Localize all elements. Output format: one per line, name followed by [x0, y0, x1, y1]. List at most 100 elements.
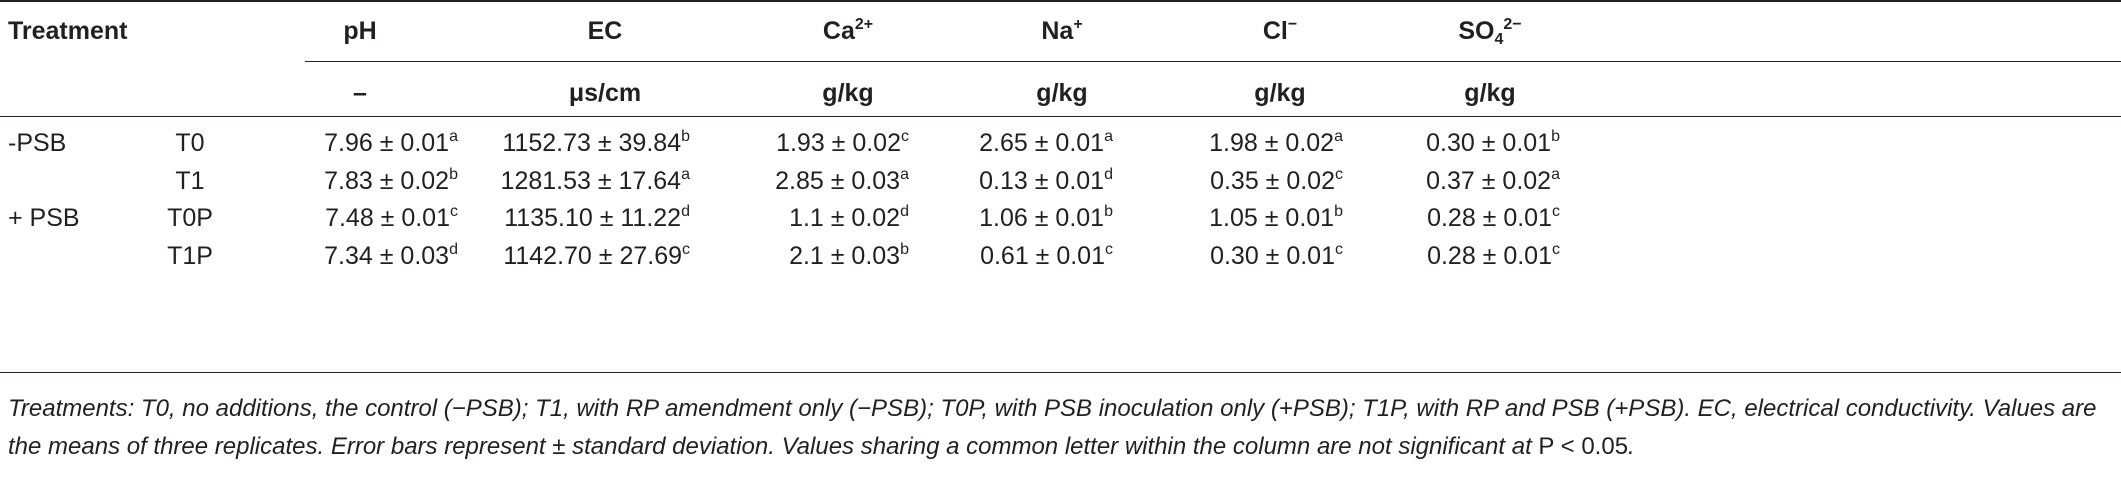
cell-significance-letter: c — [901, 128, 909, 145]
unit-ec: μs/cm — [568, 79, 642, 107]
table-cell: 1.06 ± 0.01b — [979, 203, 1113, 233]
header-na: Na+ — [1041, 16, 1083, 46]
cell-value: 0.30 ± 0.01 — [1426, 129, 1552, 157]
cell-significance-letter: a — [1551, 166, 1560, 183]
cell-value: 1.05 ± 0.01 — [1209, 204, 1335, 232]
row-group-label: -PSB — [8, 129, 67, 157]
cell-value: 0.28 ± 0.01 — [1427, 204, 1552, 232]
cell-significance-letter: a — [1104, 128, 1113, 145]
table-cell: 2.65 ± 0.01a — [979, 128, 1113, 158]
cell-significance-letter: c — [682, 241, 690, 258]
footnote-text: Treatments: T0, no additions, the contro… — [8, 395, 2097, 460]
table-cell: 0.13 ± 0.01d — [979, 166, 1113, 196]
cell-value: 1.93 ± 0.02 — [776, 129, 901, 157]
cell-value: 0.13 ± 0.01 — [979, 167, 1105, 195]
cell-value: 0.30 ± 0.01 — [1210, 242, 1335, 270]
cell-value: 1281.53 ± 17.64 — [500, 167, 682, 195]
unit-ph: – — [353, 79, 367, 107]
row-group-label: + PSB — [8, 204, 80, 232]
table-cell: 2.1 ± 0.03b — [789, 241, 909, 271]
unit-cl: g/kg — [1254, 79, 1306, 107]
table-cell: 2.85 ± 0.03a — [775, 166, 909, 196]
header-ca: Ca2+ — [822, 16, 874, 46]
table-cell: 1135.10 ± 11.22d — [504, 203, 690, 233]
table-cell: 0.30 ± 0.01b — [1426, 128, 1560, 158]
table-cell: 1.98 ± 0.02a — [1209, 128, 1343, 158]
header-subrule — [305, 61, 2121, 62]
table-cell: 7.48 ± 0.01c — [325, 203, 458, 233]
cell-value: 1.98 ± 0.02 — [1209, 129, 1335, 157]
cell-value: 1135.10 ± 11.22 — [504, 204, 682, 232]
header-ec: EC — [587, 17, 623, 45]
cell-value: 1.1 ± 0.02 — [789, 204, 901, 232]
cell-significance-letter: b — [1551, 128, 1560, 145]
table-cell: 0.28 ± 0.01c — [1427, 241, 1560, 271]
table-cell: 0.61 ± 0.01c — [980, 241, 1113, 271]
cell-value: 0.35 ± 0.02 — [1210, 167, 1335, 195]
cell-value: 2.1 ± 0.03 — [789, 242, 901, 270]
header-bottom-rule — [0, 116, 2121, 117]
cell-significance-letter: a — [1334, 128, 1343, 145]
cell-significance-letter: c — [1335, 166, 1343, 183]
row-treatment: T0 — [175, 129, 205, 157]
cell-significance-letter: b — [1334, 203, 1343, 220]
cell-value: 0.37 ± 0.02 — [1426, 167, 1552, 195]
cell-significance-letter: b — [900, 241, 909, 258]
cell-value: 7.83 ± 0.02 — [324, 167, 450, 195]
table-cell: 0.37 ± 0.02a — [1426, 166, 1560, 196]
cell-significance-letter: c — [1105, 241, 1113, 258]
cell-value: 7.48 ± 0.01 — [325, 204, 450, 232]
cell-value: 1152.73 ± 39.84 — [502, 129, 682, 157]
cell-significance-letter: b — [1104, 203, 1113, 220]
cell-significance-letter: c — [1552, 203, 1560, 220]
header-ph: pH — [343, 17, 377, 45]
row-treatment: T1P — [167, 242, 213, 270]
cell-value: 1142.70 ± 27.69 — [503, 242, 682, 270]
cell-significance-letter: c — [1552, 241, 1560, 258]
table-cell: 1142.70 ± 27.69c — [503, 241, 690, 271]
table-cell: 0.35 ± 0.02c — [1210, 166, 1343, 196]
cell-value: 0.61 ± 0.01 — [980, 242, 1105, 270]
cell-value: 7.34 ± 0.03 — [324, 242, 450, 270]
footnote-end: . — [1628, 433, 1635, 460]
unit-so4: g/kg — [1464, 79, 1516, 107]
unit-ca: g/kg — [822, 79, 874, 107]
cell-significance-letter: d — [1104, 166, 1113, 183]
cell-significance-letter: d — [900, 203, 909, 220]
table-cell: 1.05 ± 0.01b — [1209, 203, 1343, 233]
footnote-p-value: P < 0.05 — [1538, 433, 1629, 460]
cell-value: 2.65 ± 0.01 — [979, 129, 1105, 157]
table-cell: 1.1 ± 0.02d — [789, 203, 909, 233]
cell-value: 7.96 ± 0.01 — [324, 129, 450, 157]
table-footnote: Treatments: T0, no additions, the contro… — [8, 390, 2108, 466]
table-cell: 1.93 ± 0.02c — [776, 128, 909, 158]
cell-significance-letter: c — [450, 203, 458, 220]
table-cell: 7.83 ± 0.02b — [324, 166, 458, 196]
table-cell: 1152.73 ± 39.84b — [502, 128, 690, 158]
cell-value: 1.06 ± 0.01 — [979, 204, 1105, 232]
table-cell: 7.96 ± 0.01a — [324, 128, 458, 158]
cell-significance-letter: c — [1335, 241, 1343, 258]
table-cell: 1281.53 ± 17.64a — [501, 166, 690, 196]
top-rule — [0, 0, 2121, 2]
row-treatment: T0P — [167, 204, 213, 232]
cell-value: 2.85 ± 0.03 — [775, 167, 901, 195]
cell-value: 0.28 ± 0.01 — [1427, 242, 1552, 270]
cell-significance-letter: a — [900, 166, 909, 183]
table-cell: 0.30 ± 0.01c — [1210, 241, 1343, 271]
header-cl: Cl− — [1262, 16, 1298, 46]
cell-significance-letter: b — [681, 128, 690, 145]
cell-significance-letter: a — [681, 166, 690, 183]
unit-na: g/kg — [1036, 79, 1088, 107]
cell-significance-letter: d — [449, 241, 458, 258]
table-bottom-rule — [0, 372, 2121, 373]
cell-significance-letter: d — [681, 203, 690, 220]
table-cell: 0.28 ± 0.01c — [1427, 203, 1560, 233]
cell-significance-letter: b — [449, 166, 458, 183]
header-treatment: Treatment — [8, 17, 128, 45]
header-so4: SO42− — [1458, 16, 1522, 48]
cell-significance-letter: a — [449, 128, 458, 145]
row-treatment: T1 — [175, 167, 205, 195]
table-cell: 7.34 ± 0.03d — [324, 241, 458, 271]
